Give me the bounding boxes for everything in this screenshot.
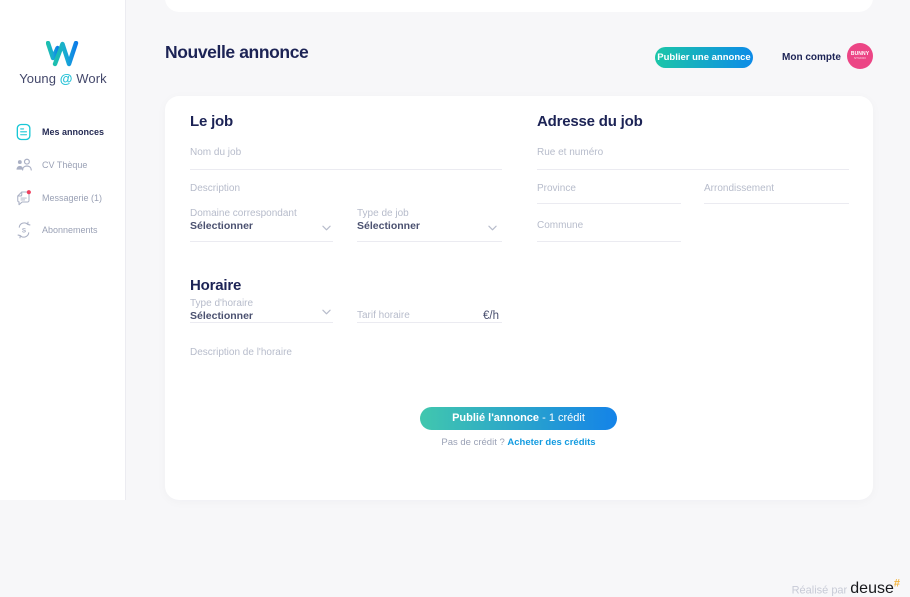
svg-text:S: S	[22, 228, 26, 235]
